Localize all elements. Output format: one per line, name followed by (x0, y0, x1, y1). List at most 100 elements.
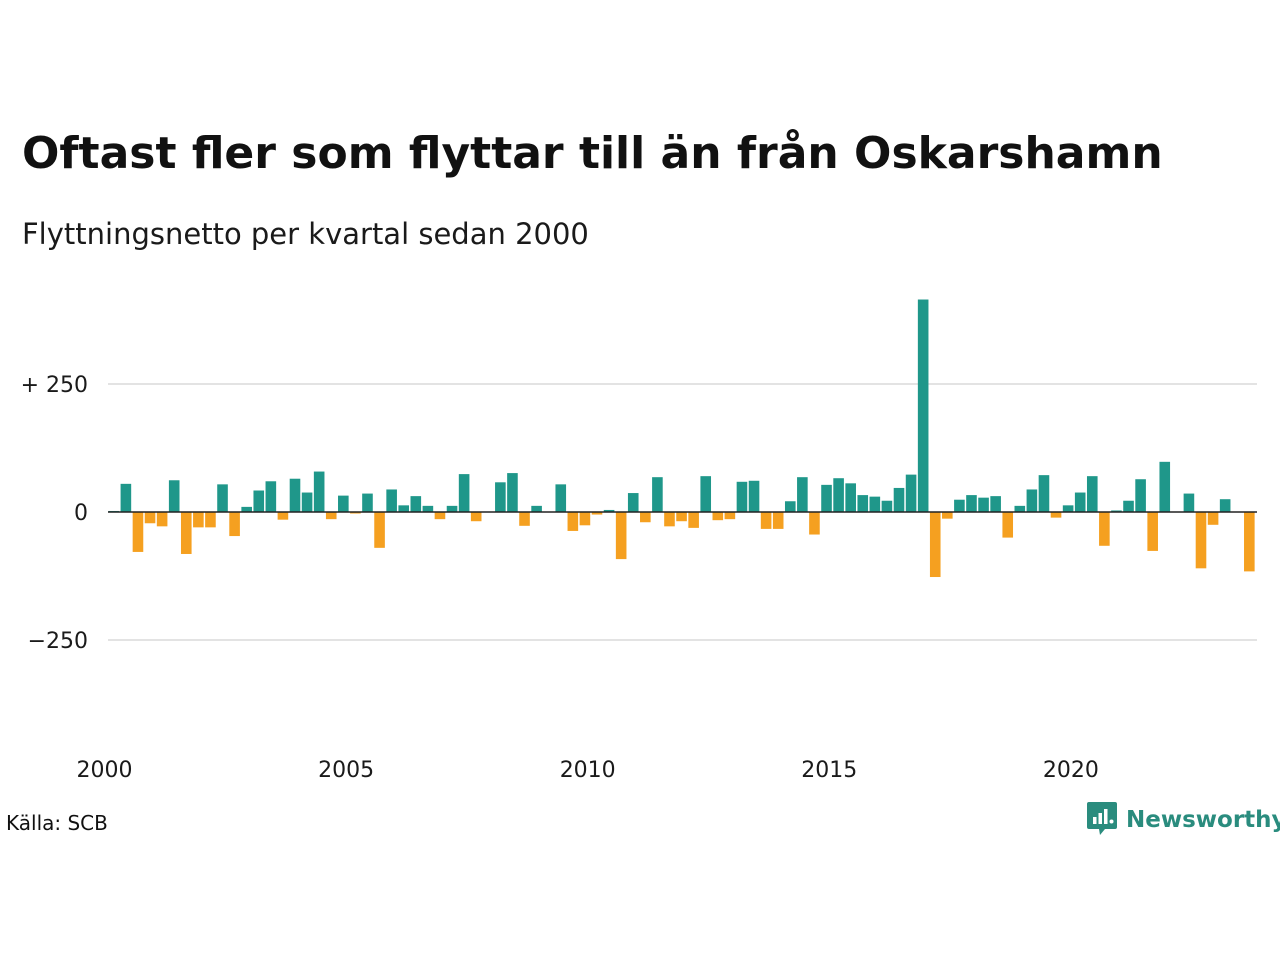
bar-2003-q1 (253, 490, 265, 512)
bar-2002-q3 (229, 512, 240, 537)
bar-chart: + 250 0 −250 2000 2005 2010 2015 2020 (21, 299, 1257, 783)
bar-2010-q1 (591, 512, 603, 515)
x-tick-label: 2000 (77, 758, 133, 783)
bar-2010-q4 (627, 493, 639, 512)
bar-2014-q4 (821, 484, 832, 512)
bar-2012-q2 (700, 476, 712, 512)
bar-2008-q4 (531, 505, 542, 512)
bar-2021-q1 (1123, 500, 1134, 512)
bar-2012-q4 (724, 512, 736, 520)
bar-2021-q2 (1135, 479, 1146, 512)
bar-2001-q2 (168, 480, 180, 512)
bar-2011-q4 (676, 512, 687, 522)
bar-2003-q3 (277, 512, 289, 520)
x-axis-ticks: 2000 2005 2010 2015 2020 (77, 758, 1099, 783)
bar-2018-q4 (1014, 505, 1026, 512)
bar-2006-q4 (434, 512, 446, 520)
bar-2003-q4 (289, 478, 301, 512)
bar-2007-q1 (446, 505, 458, 512)
bar-2023-q3 (1244, 512, 1255, 572)
brand-logo: Newsworthy (1086, 800, 1280, 840)
bar-2016-q2 (893, 487, 905, 512)
bar-2015-q2 (845, 483, 856, 512)
bar-2018-q2 (990, 496, 1001, 512)
y-tick-label: −250 (28, 629, 88, 654)
bars (108, 299, 1255, 578)
bar-2018-q3 (1002, 512, 1014, 538)
bar-2002-q1 (205, 512, 216, 528)
bar-2005-q4 (386, 489, 397, 512)
bar-2006-q2 (410, 496, 422, 512)
bar-2022-q3 (1195, 512, 1207, 569)
bar-2017-q4 (966, 495, 977, 512)
bar-2021-q3 (1147, 512, 1158, 551)
bar-2004-q2 (313, 471, 325, 512)
bar-2014-q1 (784, 501, 796, 512)
y-tick-label: 0 (74, 501, 88, 526)
bar-2009-q3 (567, 512, 579, 531)
bar-2002-q2 (217, 484, 228, 512)
bar-2013-q1 (736, 481, 748, 512)
source-note: Källa: SCB (6, 811, 108, 835)
bar-2000-q4 (144, 512, 156, 524)
bar-2014-q2 (797, 477, 808, 512)
bar-2012-q3 (712, 512, 724, 521)
y-tick-label: + 250 (21, 373, 88, 398)
bar-2018-q1 (978, 497, 989, 512)
grid-lines (108, 383, 1257, 641)
bar-2019-q4 (1062, 505, 1074, 512)
bar-2009-q2 (555, 484, 567, 512)
x-tick-label: 2005 (318, 758, 374, 783)
bar-2013-q2 (748, 480, 760, 512)
bar-2015-q1 (833, 478, 844, 512)
bar-2006-q3 (422, 505, 434, 512)
bar-2019-q1 (1026, 489, 1038, 512)
x-tick-label: 2015 (801, 758, 857, 783)
bar-2000-q3 (132, 512, 144, 552)
bar-2012-q1 (688, 512, 699, 528)
bar-2013-q4 (772, 512, 784, 529)
bar-2008-q3 (519, 512, 530, 526)
bar-2007-q3 (470, 512, 482, 522)
bar-2015-q3 (857, 495, 869, 512)
bar-2016-q1 (881, 500, 893, 512)
bar-2010-q2 (603, 509, 615, 512)
bar-2011-q2 (652, 477, 663, 512)
bar-2008-q1 (495, 482, 506, 512)
bar-2017-q3 (954, 499, 965, 512)
bar-2023-q1 (1219, 499, 1231, 512)
bar-2020-q2 (1086, 476, 1098, 512)
bar-2016-q4 (917, 299, 929, 512)
bar-2001-q4 (193, 512, 204, 528)
bar-2009-q4 (579, 512, 591, 526)
bar-2019-q3 (1050, 512, 1062, 518)
bar-2003-q2 (265, 481, 277, 512)
bar-2005-q2 (362, 493, 373, 512)
bar-2007-q2 (458, 474, 470, 512)
bar-2008-q2 (507, 473, 518, 512)
chart-title: Oftast fler som flyttar till än från Osk… (22, 128, 1163, 179)
bar-2005-q3 (374, 512, 385, 548)
bar-2002-q4 (241, 506, 252, 512)
bar-2020-q1 (1074, 492, 1086, 512)
newsworthy-chart-bubble-icon (1086, 800, 1118, 840)
brand-name: Newsworthy (1126, 807, 1280, 833)
bar-2022-q2 (1183, 493, 1195, 512)
bar-2022-q4 (1207, 512, 1219, 525)
bar-2019-q2 (1038, 475, 1050, 512)
x-tick-label: 2010 (560, 758, 616, 783)
bar-2014-q3 (809, 512, 820, 535)
bar-2001-q3 (180, 512, 192, 554)
y-axis-ticks: + 250 0 −250 (21, 373, 88, 654)
bar-2004-q3 (325, 512, 337, 520)
chart-subtitle: Flyttningsnetto per kvartal sedan 2000 (22, 217, 589, 251)
bar-2013-q3 (760, 512, 772, 529)
bar-2011-q1 (640, 512, 651, 523)
bar-2010-q3 (615, 512, 627, 560)
bar-2017-q1 (929, 512, 941, 578)
bar-2001-q1 (156, 512, 168, 527)
bar-2020-q3 (1099, 512, 1110, 546)
bar-2017-q2 (942, 512, 953, 519)
bar-2004-q4 (338, 495, 349, 512)
bar-2015-q4 (869, 496, 881, 512)
